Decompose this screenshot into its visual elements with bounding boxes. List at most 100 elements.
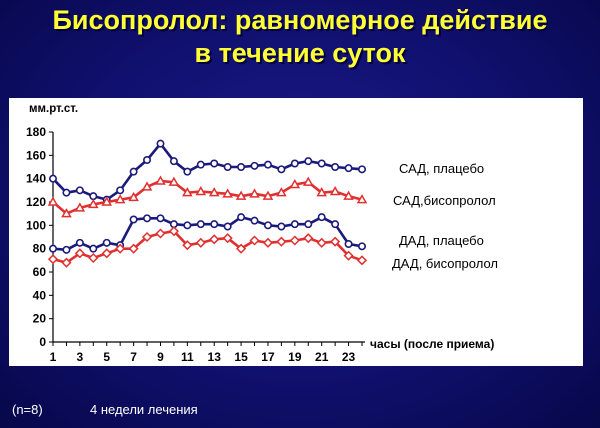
- y-tick-label: 20: [33, 312, 47, 326]
- data-point: [47, 254, 59, 265]
- data-point: [102, 238, 111, 247]
- data-point: [114, 194, 126, 204]
- data-point: [89, 244, 98, 253]
- series-line: [52, 215, 363, 252]
- y-axis-label: мм.рт.ст.: [29, 103, 78, 115]
- data-point: [303, 233, 314, 244]
- data-point: [222, 188, 233, 198]
- data-point: [263, 221, 272, 230]
- data-point: [47, 196, 59, 206]
- data-point: [61, 208, 72, 218]
- data-point: [329, 185, 341, 196]
- data-point: [89, 192, 98, 201]
- data-point: [262, 237, 274, 248]
- data-point: [195, 237, 206, 248]
- data-point: [237, 213, 246, 222]
- data-point: [128, 191, 139, 202]
- data-point: [88, 198, 99, 209]
- data-point: [48, 174, 57, 183]
- x-tick-label: 17: [261, 350, 275, 364]
- data-point: [317, 213, 326, 222]
- data-point: [289, 178, 301, 189]
- data-point: [223, 163, 232, 172]
- data-point: [155, 175, 166, 185]
- data-point: [141, 181, 153, 191]
- data-point: [356, 194, 368, 204]
- data-point: [129, 215, 138, 224]
- data-point: [169, 157, 178, 166]
- data-point: [143, 214, 152, 223]
- data-point: [168, 176, 180, 186]
- data-point: [249, 188, 260, 198]
- data-point: [210, 220, 219, 229]
- y-tick-label: 40: [33, 288, 47, 302]
- data-point: [196, 220, 205, 229]
- y-tick-label: 80: [33, 242, 47, 256]
- data-point: [141, 231, 153, 243]
- x-axis-label: часы (после приема): [370, 337, 494, 351]
- data-point: [155, 228, 166, 239]
- data-point: [128, 243, 139, 254]
- data-point: [101, 248, 112, 259]
- data-point: [210, 159, 219, 168]
- data-point: [343, 190, 354, 200]
- data-point: [304, 220, 313, 229]
- data-point: [61, 257, 72, 268]
- y-tick-label: 180: [26, 125, 46, 139]
- data-point: [357, 242, 366, 251]
- data-point: [316, 237, 327, 248]
- legend-dbp-placebo: ДАД, плацебо: [399, 233, 484, 248]
- data-point: [249, 235, 260, 246]
- data-point: [195, 185, 207, 196]
- data-point: [276, 187, 287, 197]
- data-point: [302, 176, 314, 186]
- data-point: [115, 243, 126, 254]
- chart-panel: 0 20 40 60 80 100 120 140 160 180 1 3 5 7 9 11 13 15 17 19 2…: [9, 98, 583, 366]
- data-point: [317, 159, 326, 168]
- data-point: [222, 233, 233, 244]
- title-line-1: Бисопролол: равномерное действие: [52, 5, 548, 35]
- x-tick-label: 1: [50, 350, 57, 364]
- legend-sbp-placebo: САД, плацебо: [399, 161, 484, 176]
- data-point: [356, 255, 368, 266]
- data-point: [143, 155, 152, 164]
- data-point: [235, 190, 247, 200]
- data-point: [357, 165, 366, 174]
- data-point: [330, 236, 341, 247]
- data-point: [129, 167, 138, 176]
- x-tick-label: 9: [157, 350, 164, 364]
- legend-dbp-bisoprolol: ДАД, бисопролол: [392, 256, 498, 271]
- y-tick-label: 160: [26, 148, 46, 162]
- y-tick-label: 140: [26, 172, 46, 186]
- data-point: [344, 164, 353, 173]
- x-tick-label: 3: [77, 350, 84, 364]
- data-point: [331, 163, 340, 172]
- data-point: [74, 248, 85, 259]
- x-tick-label: 15: [234, 350, 248, 364]
- y-tick-label: 100: [26, 218, 46, 232]
- data-point: [250, 216, 259, 225]
- data-point: [316, 187, 327, 197]
- x-tick-label: 19: [288, 350, 302, 364]
- x-tick-label: 7: [130, 350, 137, 364]
- data-point: [168, 226, 179, 237]
- data-point: [196, 160, 205, 169]
- title-line-2: в течение суток: [194, 38, 406, 68]
- data-point: [344, 240, 353, 249]
- legend-sbp-bisoprolol: САД,бисопролол: [393, 193, 496, 208]
- slide-title: Бисопролол: равномерное действие в течен…: [0, 4, 600, 70]
- data-point: [208, 187, 220, 197]
- data-point: [237, 163, 246, 172]
- data-point: [263, 160, 272, 169]
- x-tick-label: 13: [208, 350, 222, 364]
- sample-size-note: (n=8): [12, 402, 43, 417]
- data-point: [74, 202, 86, 212]
- data-point: [277, 222, 286, 231]
- data-point: [156, 139, 165, 148]
- data-point: [183, 221, 192, 230]
- data-point: [304, 157, 313, 166]
- data-point: [276, 236, 287, 247]
- data-point: [88, 252, 99, 264]
- data-point: [62, 188, 71, 197]
